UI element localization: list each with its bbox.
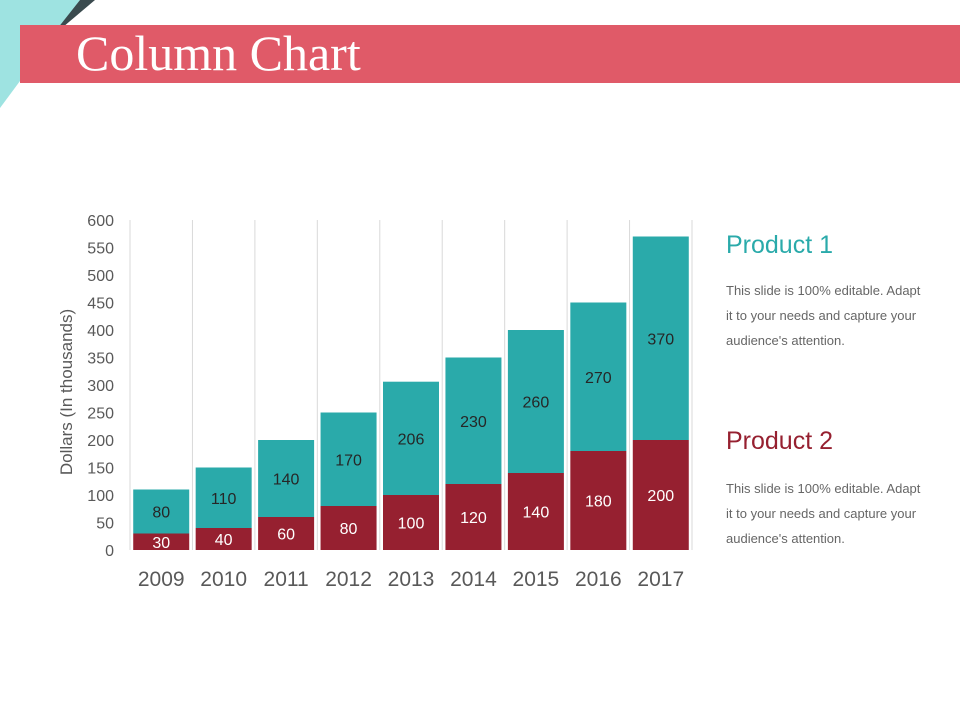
chart-gridlines <box>129 220 693 550</box>
data-label-product-1-2009: 80 <box>152 505 170 522</box>
chart-bars <box>133 236 689 550</box>
data-label-product-2-2017: 200 <box>647 488 674 505</box>
x-tick-label: 2015 <box>513 568 560 591</box>
data-label-product-2-2012: 80 <box>340 521 358 538</box>
data-label-product-1-2012: 170 <box>335 452 362 469</box>
bar-product-1-2015 <box>507 330 564 473</box>
bar-product-2-2017 <box>632 440 689 550</box>
y-tick-label: 500 <box>87 268 114 285</box>
legend-title-product-2: Product 2 <box>726 427 834 455</box>
data-label-product-2-2014: 120 <box>460 510 487 527</box>
legend-title-product-1: Product 1 <box>726 231 834 259</box>
y-tick-label: 450 <box>87 296 114 313</box>
y-tick-label: 600 <box>87 213 114 230</box>
bar-product-2-2014 <box>445 484 502 550</box>
bar-product-2-2009 <box>133 533 190 550</box>
data-label-product-2-2009: 30 <box>152 535 170 552</box>
data-label-product-2-2011: 60 <box>277 527 295 544</box>
data-label-product-1-2017: 370 <box>647 331 674 348</box>
y-tick-label: 150 <box>87 461 114 478</box>
y-tick-label: 250 <box>87 406 114 423</box>
slide-title: Column Chart <box>76 25 361 81</box>
x-tick-label: 2014 <box>450 568 497 591</box>
data-label-product-1-2014: 230 <box>460 414 487 431</box>
chart-data-labels: 30 80 40 110 60 140 80 170 100 206 120 230 140 260 180… <box>152 331 674 552</box>
x-axis-ticks: 2009 2010 2011 2012 2013 2014 2015 2016 2017 <box>138 568 684 591</box>
bar-product-1-2010 <box>195 467 252 528</box>
bar-product-2-2010 <box>195 528 252 550</box>
data-label-product-1-2011: 140 <box>273 472 300 489</box>
legend-text-product-1: This slide is 100% editable. Adapt it to… <box>726 283 921 348</box>
x-tick-label: 2013 <box>388 568 435 591</box>
y-tick-label: 0 <box>105 543 114 560</box>
legend-text-product-2: This slide is 100% editable. Adapt it to… <box>726 481 921 546</box>
x-tick-label: 2010 <box>200 568 247 591</box>
x-tick-label: 2016 <box>575 568 622 591</box>
data-label-product-2-2016: 180 <box>585 494 612 511</box>
data-label-product-1-2013: 206 <box>398 431 425 448</box>
title-band <box>20 25 960 83</box>
y-axis-ticks: 0 50 100 150 200 250 300 350 400 450 500 550 600 <box>87 213 114 560</box>
y-axis-label: Dollars (In thousands) <box>57 309 76 475</box>
bar-product-2-2015 <box>507 473 564 550</box>
bar-product-1-2017 <box>632 236 689 440</box>
bar-product-1-2012 <box>320 412 377 506</box>
bar-product-2-2012 <box>320 506 377 550</box>
x-tick-label: 2009 <box>138 568 185 591</box>
y-tick-label: 200 <box>87 433 114 450</box>
data-label-product-1-2015: 260 <box>523 395 550 412</box>
y-tick-label: 100 <box>87 488 114 505</box>
data-label-product-2-2013: 100 <box>398 516 425 533</box>
y-tick-label: 50 <box>96 516 114 533</box>
bar-product-1-2016 <box>570 302 627 451</box>
bar-product-2-2013 <box>383 495 439 550</box>
x-tick-label: 2011 <box>264 568 309 591</box>
x-tick-label: 2017 <box>637 568 684 591</box>
data-label-product-1-2016: 270 <box>585 370 612 387</box>
column-chart: 30 80 40 110 60 140 80 170 100 206 120 230 140 260 180… <box>57 213 693 591</box>
bar-product-1-2013 <box>383 381 439 495</box>
bar-product-2-2016 <box>570 451 627 550</box>
bar-product-1-2009 <box>133 489 190 534</box>
y-tick-label: 400 <box>87 323 114 340</box>
x-tick-label: 2012 <box>325 568 372 591</box>
bar-product-2-2011 <box>258 517 315 550</box>
bar-product-1-2014 <box>445 357 502 484</box>
data-label-product-2-2010: 40 <box>215 532 233 549</box>
data-label-product-2-2015: 140 <box>523 505 550 522</box>
y-tick-label: 350 <box>87 351 114 368</box>
data-label-product-1-2010: 110 <box>211 491 237 508</box>
y-tick-label: 300 <box>87 378 114 395</box>
y-tick-label: 550 <box>87 241 114 258</box>
bar-product-1-2011 <box>258 440 315 517</box>
